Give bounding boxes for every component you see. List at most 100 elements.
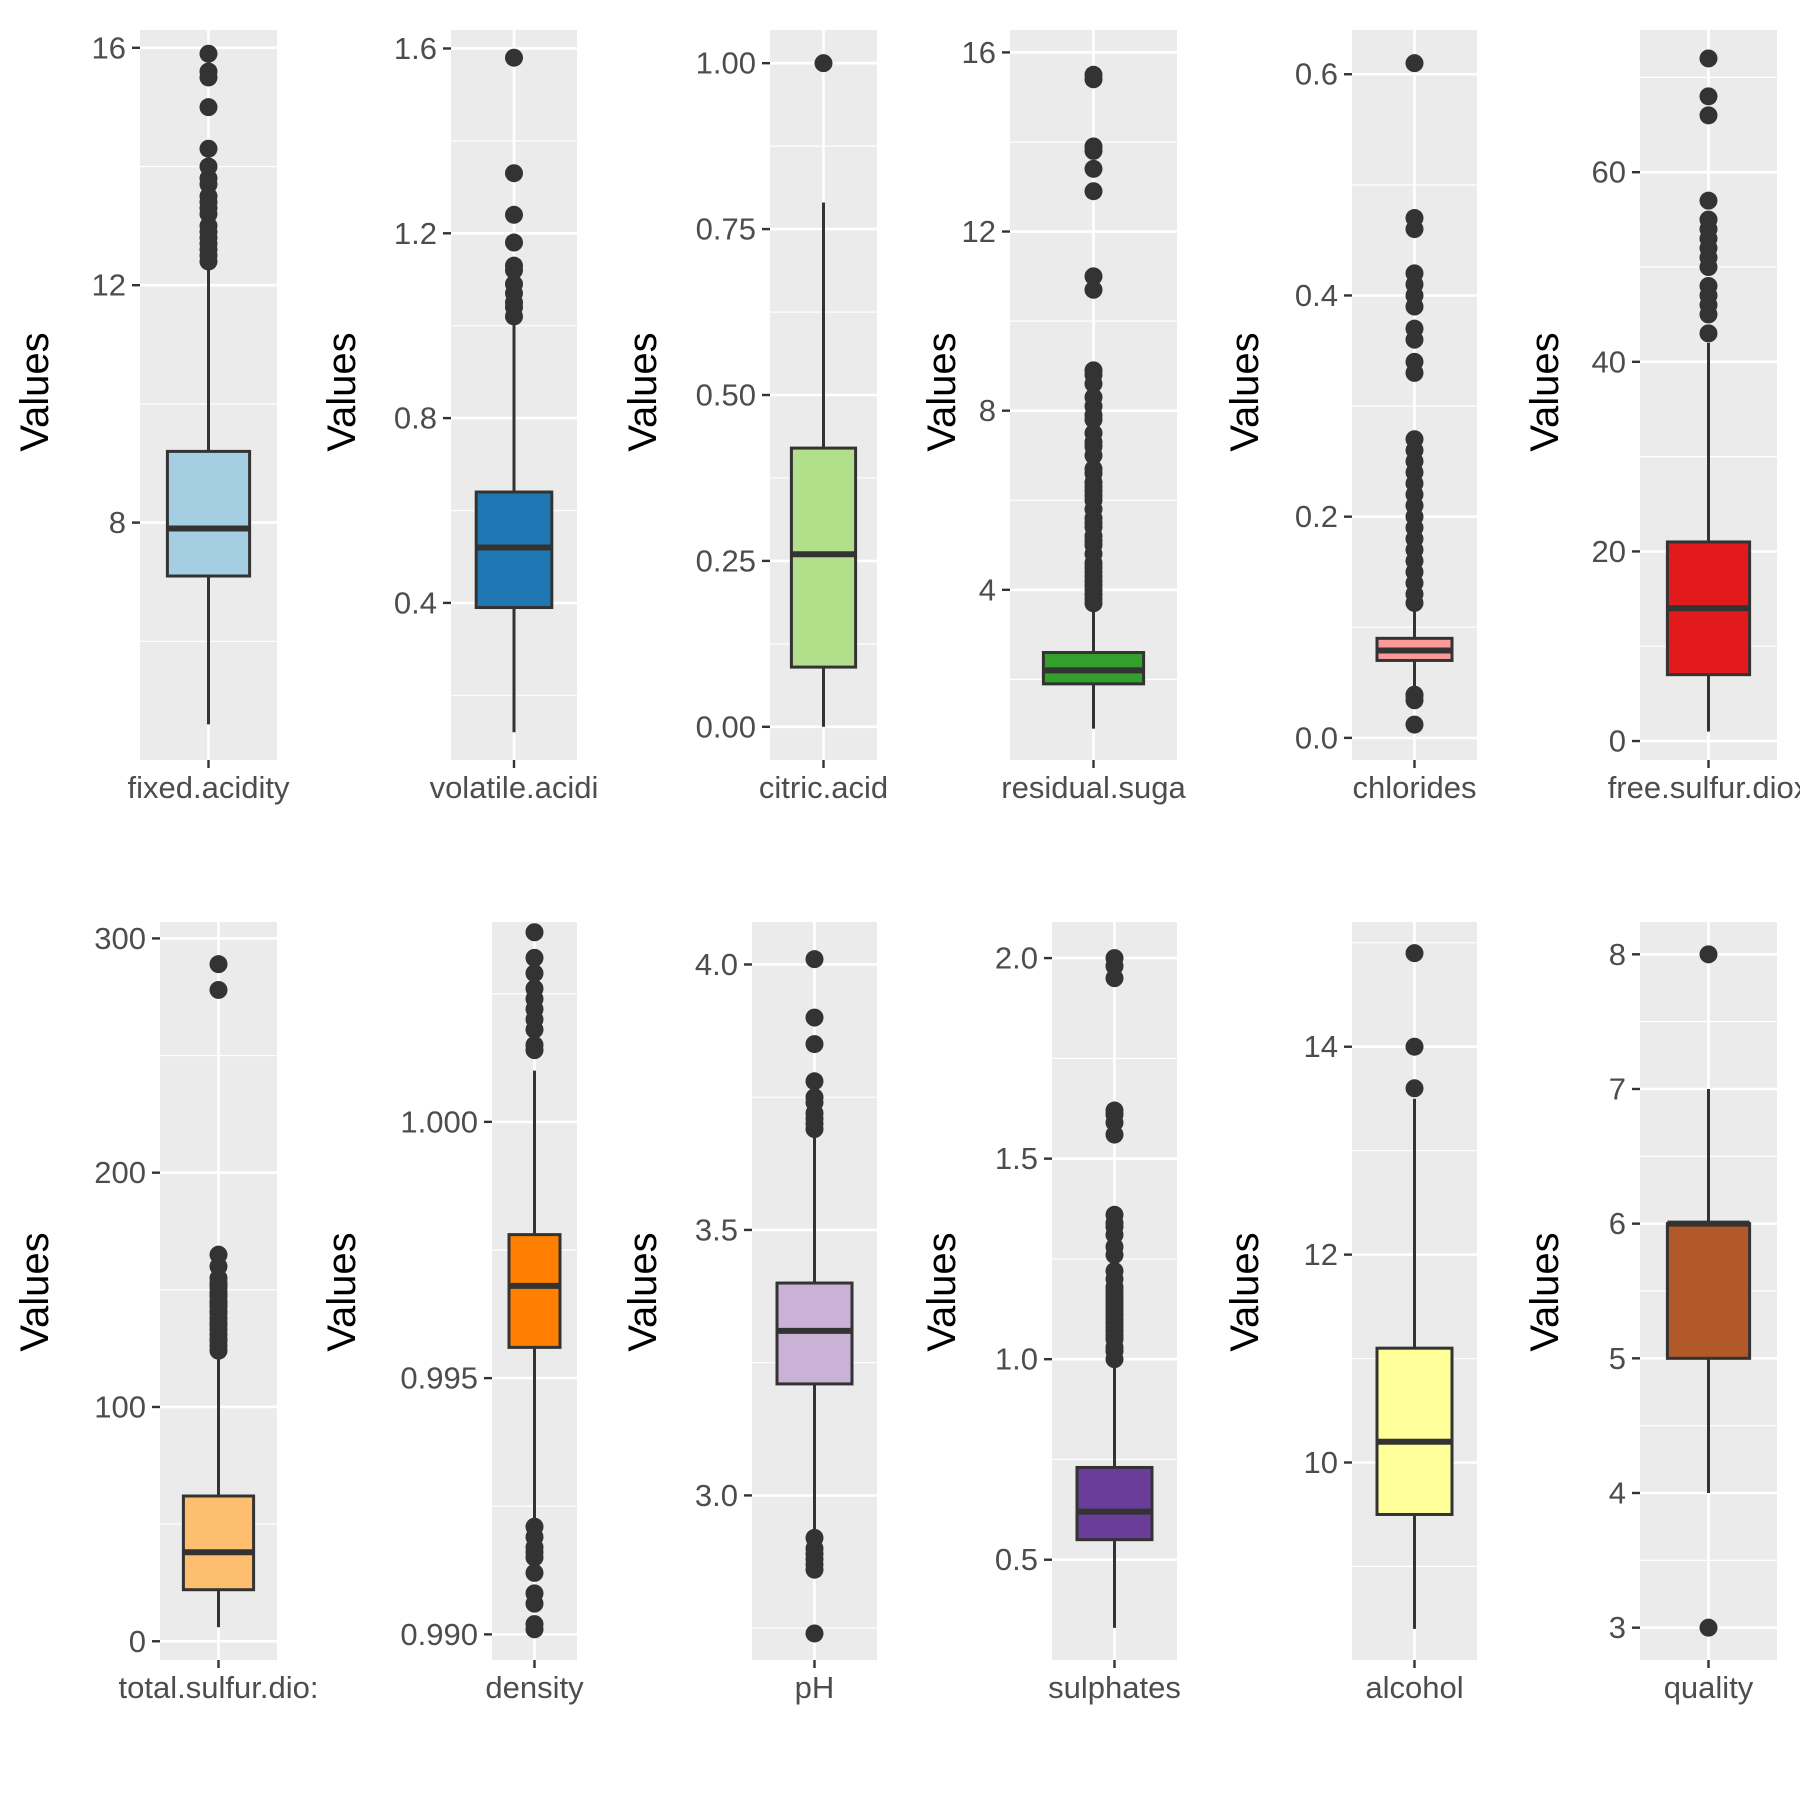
outlier-point [1084,159,1103,178]
y-tick-label: 8 [109,505,126,540]
y-tick-label: 12 [1304,1237,1338,1272]
panel-sulphates: 0.5 1.0 1.5 2.0 sulphates Values [920,922,1181,1705]
panel-quality: 3 4 5 6 7 8 quality Values [1523,922,1777,1705]
y-tick-label: 16 [92,30,126,65]
outlier-point [1405,352,1424,371]
outlier-point [525,1517,544,1536]
y-tick-label: 40 [1592,344,1626,379]
outlier-point [1405,54,1424,73]
y-tick-label: 4 [1609,1476,1626,1511]
outlier-point [1105,1205,1124,1224]
outlier-point [209,955,228,974]
outlier-point [1699,49,1718,68]
outlier-point [199,139,218,158]
y-tick-label: 0.5 [995,1542,1038,1577]
outlier-point [1699,106,1718,125]
outlier-point [505,205,523,224]
outlier-point [525,1036,544,1054]
outlier-point [1699,87,1718,106]
panel-chlorides: 0.0 0.2 0.4 0.6 chlorides Values [1223,30,1477,805]
x-tick-label: free.sulfur.diox [1608,770,1800,805]
y-tick-label: 20 [1592,534,1626,569]
outlier-point [209,980,228,999]
outlier-point [1105,1261,1124,1280]
y-tick-label: 0.6 [1295,57,1338,92]
y-tick-label: 0 [129,1624,146,1659]
box [1375,1346,1454,1516]
x-tick-label: fixed.acidity [128,770,290,805]
outlier-point [814,54,833,73]
panel-total-sulfur-dioxide: 0 100 200 300 total.sulfur.dio: Values [13,921,318,1705]
panel-fixed-acidity: 8 12 16 fixed.acidity Values [13,30,290,805]
outlier-point [505,164,523,183]
y-tick-label: 200 [94,1155,146,1190]
outlier-point [805,1035,824,1054]
outlier-point [505,256,523,275]
y-tick-label: 10 [1304,1445,1338,1480]
y-axis-title: Values [13,332,57,451]
y-tick-label: 6 [1609,1206,1626,1241]
x-tick-label: citric.acid [759,770,888,805]
x-tick-label: quality [1664,1670,1754,1705]
outlier-point [525,1584,544,1603]
outlier-point [1084,182,1103,201]
outlier-point [1699,1618,1718,1637]
box [181,1494,256,1592]
outlier-point [525,964,544,983]
outlier-point [209,1245,228,1264]
panel-pH: 3.0 3.5 4.0 pH Values [621,922,877,1705]
box [1665,1222,1752,1360]
y-tick-label: 1.2 [394,216,437,251]
y-tick-label: 14 [1304,1029,1338,1064]
y-axis-title: Values [320,1232,364,1351]
y-axis-title: Values [621,1232,665,1351]
outlier-point [1405,264,1424,283]
y-axis-title: Values [1523,332,1567,451]
x-tick-label: sulphates [1048,1670,1181,1705]
panel-citric-acid: 0.00 0.25 0.50 0.75 1.00 citric.acid Values [621,30,888,805]
outlier-point [1699,324,1718,343]
x-tick-label: total.sulfur.dio: [119,1670,319,1705]
y-tick-label: 3.5 [695,1212,738,1247]
y-axis-title: Values [13,1232,57,1351]
y-tick-label: 60 [1592,155,1626,190]
outlier-point [1084,361,1103,380]
outlier-point [1405,944,1424,963]
y-tick-label: 3 [1609,1610,1626,1645]
outlier-point [505,48,523,67]
box [789,446,858,669]
outlier-point [525,923,544,942]
box [165,449,252,578]
outlier-point [199,62,218,81]
x-tick-label: residual.suga [1001,770,1186,805]
y-tick-label: 5 [1609,1341,1626,1376]
outlier-point [805,1088,824,1107]
outlier-point [1405,1037,1424,1056]
x-tick-label: volatile.acidi [430,770,599,805]
outlier-point [805,1624,824,1643]
y-tick-label: 12 [962,214,996,249]
outlier-point [1084,267,1103,286]
outlier-point [805,1528,824,1547]
x-tick-label: chlorides [1352,770,1476,805]
panel-free-sulfur-dioxide: 0 20 40 60 free.sulfur.diox Values [1523,30,1800,805]
outlier-point [199,157,218,176]
outlier-point [525,948,544,967]
y-tick-label: 4.0 [695,947,738,982]
y-tick-label: 0.990 [400,1617,478,1652]
outlier-point [1084,65,1103,84]
y-tick-label: 300 [94,921,146,956]
y-tick-label: 0.4 [394,585,437,620]
outlier-point [199,44,218,63]
outlier-point [199,98,218,117]
outlier-point [525,1563,544,1582]
outlier-point [805,950,824,969]
box [1075,1465,1154,1542]
y-axis-title: Values [920,332,964,451]
x-tick-label: alcohol [1365,1670,1463,1705]
y-tick-label: 2.0 [995,941,1038,976]
y-axis-title: Values [621,332,665,451]
outlier-point [1105,949,1124,968]
outlier-point [505,275,523,294]
y-tick-label: 8 [1609,937,1626,972]
